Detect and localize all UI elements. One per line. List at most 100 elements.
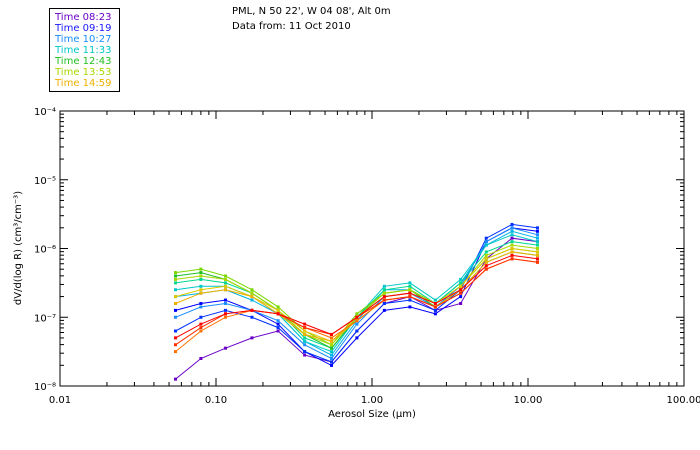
data-point bbox=[355, 329, 359, 333]
data-point bbox=[535, 243, 539, 247]
data-point bbox=[173, 315, 177, 319]
data-point bbox=[433, 308, 437, 312]
data-point bbox=[459, 302, 463, 305]
data-point bbox=[199, 274, 203, 278]
data-point bbox=[510, 233, 514, 237]
data-point bbox=[510, 226, 514, 230]
data-point bbox=[408, 284, 412, 288]
data-point bbox=[250, 336, 254, 340]
data-point bbox=[276, 308, 280, 312]
data-point bbox=[535, 233, 539, 237]
data-point bbox=[329, 360, 333, 364]
data-point bbox=[223, 274, 227, 278]
data-point bbox=[459, 281, 463, 285]
data-point bbox=[173, 295, 177, 299]
data-point bbox=[535, 247, 539, 250]
data-point bbox=[329, 357, 333, 360]
data-point bbox=[199, 291, 203, 295]
data-point bbox=[382, 295, 386, 299]
data-point bbox=[484, 240, 488, 244]
data-point bbox=[355, 319, 359, 323]
y-tick-label: 10⁻⁴ bbox=[34, 107, 56, 118]
data-point bbox=[510, 247, 514, 250]
x-tick-label: 0.10 bbox=[205, 395, 227, 406]
data-point bbox=[329, 332, 333, 336]
data-point bbox=[173, 277, 177, 281]
data-point bbox=[355, 336, 359, 340]
data-point bbox=[250, 308, 254, 312]
data-point bbox=[173, 288, 177, 292]
data-point bbox=[484, 260, 488, 264]
data-point bbox=[223, 281, 227, 285]
series-1459 bbox=[173, 250, 539, 343]
data-point bbox=[382, 298, 386, 302]
data-point bbox=[382, 288, 386, 292]
y-tick-label: 10⁻⁸ bbox=[34, 382, 56, 393]
data-point bbox=[199, 305, 203, 309]
data-point bbox=[223, 298, 227, 302]
x-tick-label: 1.00 bbox=[361, 395, 383, 406]
data-point bbox=[510, 250, 514, 254]
data-point bbox=[355, 312, 359, 316]
y-tick-label: 10⁻⁷ bbox=[34, 313, 56, 324]
data-point bbox=[329, 363, 333, 367]
data-point bbox=[484, 267, 488, 271]
data-point bbox=[250, 288, 254, 292]
data-point bbox=[276, 312, 280, 316]
series-1243 bbox=[173, 250, 539, 350]
data-point bbox=[250, 291, 254, 295]
data-point bbox=[303, 332, 307, 336]
data-point bbox=[223, 302, 227, 305]
data-point bbox=[484, 264, 488, 268]
data-point bbox=[303, 343, 307, 347]
data-point bbox=[535, 229, 539, 233]
legend-entry: Time 10:27 bbox=[55, 34, 112, 45]
data-point bbox=[484, 236, 488, 240]
data-point bbox=[173, 329, 177, 333]
plot-frame bbox=[59, 110, 685, 387]
legend-entry: Time 12:43 bbox=[55, 56, 112, 67]
data-point bbox=[329, 350, 333, 354]
data-point bbox=[329, 346, 333, 350]
data-point bbox=[199, 288, 203, 292]
x-tick-label: 100.00 bbox=[667, 395, 700, 406]
date-info: Data from: 11 Oct 2010 bbox=[232, 21, 351, 32]
data-point bbox=[173, 336, 177, 340]
y-axis-label: dV/d(log R) (cm³/cm⁻³) bbox=[13, 191, 24, 305]
data-point bbox=[276, 326, 280, 330]
data-point bbox=[223, 312, 227, 316]
data-point bbox=[355, 315, 359, 319]
data-point bbox=[276, 305, 280, 309]
series-line bbox=[175, 247, 538, 342]
data-point bbox=[173, 281, 177, 285]
station-info: PML, N 50 22', W 04 08', Alt 0m bbox=[232, 6, 391, 17]
data-point bbox=[510, 229, 514, 233]
data-point bbox=[173, 377, 177, 381]
y-tick-label: 10⁻⁵ bbox=[34, 176, 56, 187]
data-point bbox=[223, 284, 227, 288]
data-point bbox=[408, 298, 412, 302]
series-1425 bbox=[173, 247, 539, 343]
data-point bbox=[223, 308, 227, 312]
data-point bbox=[276, 329, 280, 333]
data-point bbox=[484, 243, 488, 247]
data-point bbox=[199, 277, 203, 281]
data-point bbox=[199, 357, 203, 360]
data-point bbox=[303, 350, 307, 354]
data-point bbox=[223, 277, 227, 281]
data-point bbox=[433, 305, 437, 309]
data-point bbox=[250, 295, 254, 299]
y-tick-label: 10⁻⁶ bbox=[34, 245, 56, 256]
data-point bbox=[408, 305, 412, 309]
data-point bbox=[250, 315, 254, 319]
series-1630 bbox=[173, 253, 539, 340]
data-point bbox=[173, 308, 177, 312]
data-point bbox=[355, 322, 359, 326]
legend-entry: Time 09:19 bbox=[55, 23, 112, 34]
x-tick-label: 0.01 bbox=[49, 395, 71, 406]
data-point bbox=[484, 253, 488, 257]
data-point bbox=[433, 312, 437, 316]
data-point bbox=[433, 302, 437, 305]
data-point bbox=[199, 302, 203, 305]
